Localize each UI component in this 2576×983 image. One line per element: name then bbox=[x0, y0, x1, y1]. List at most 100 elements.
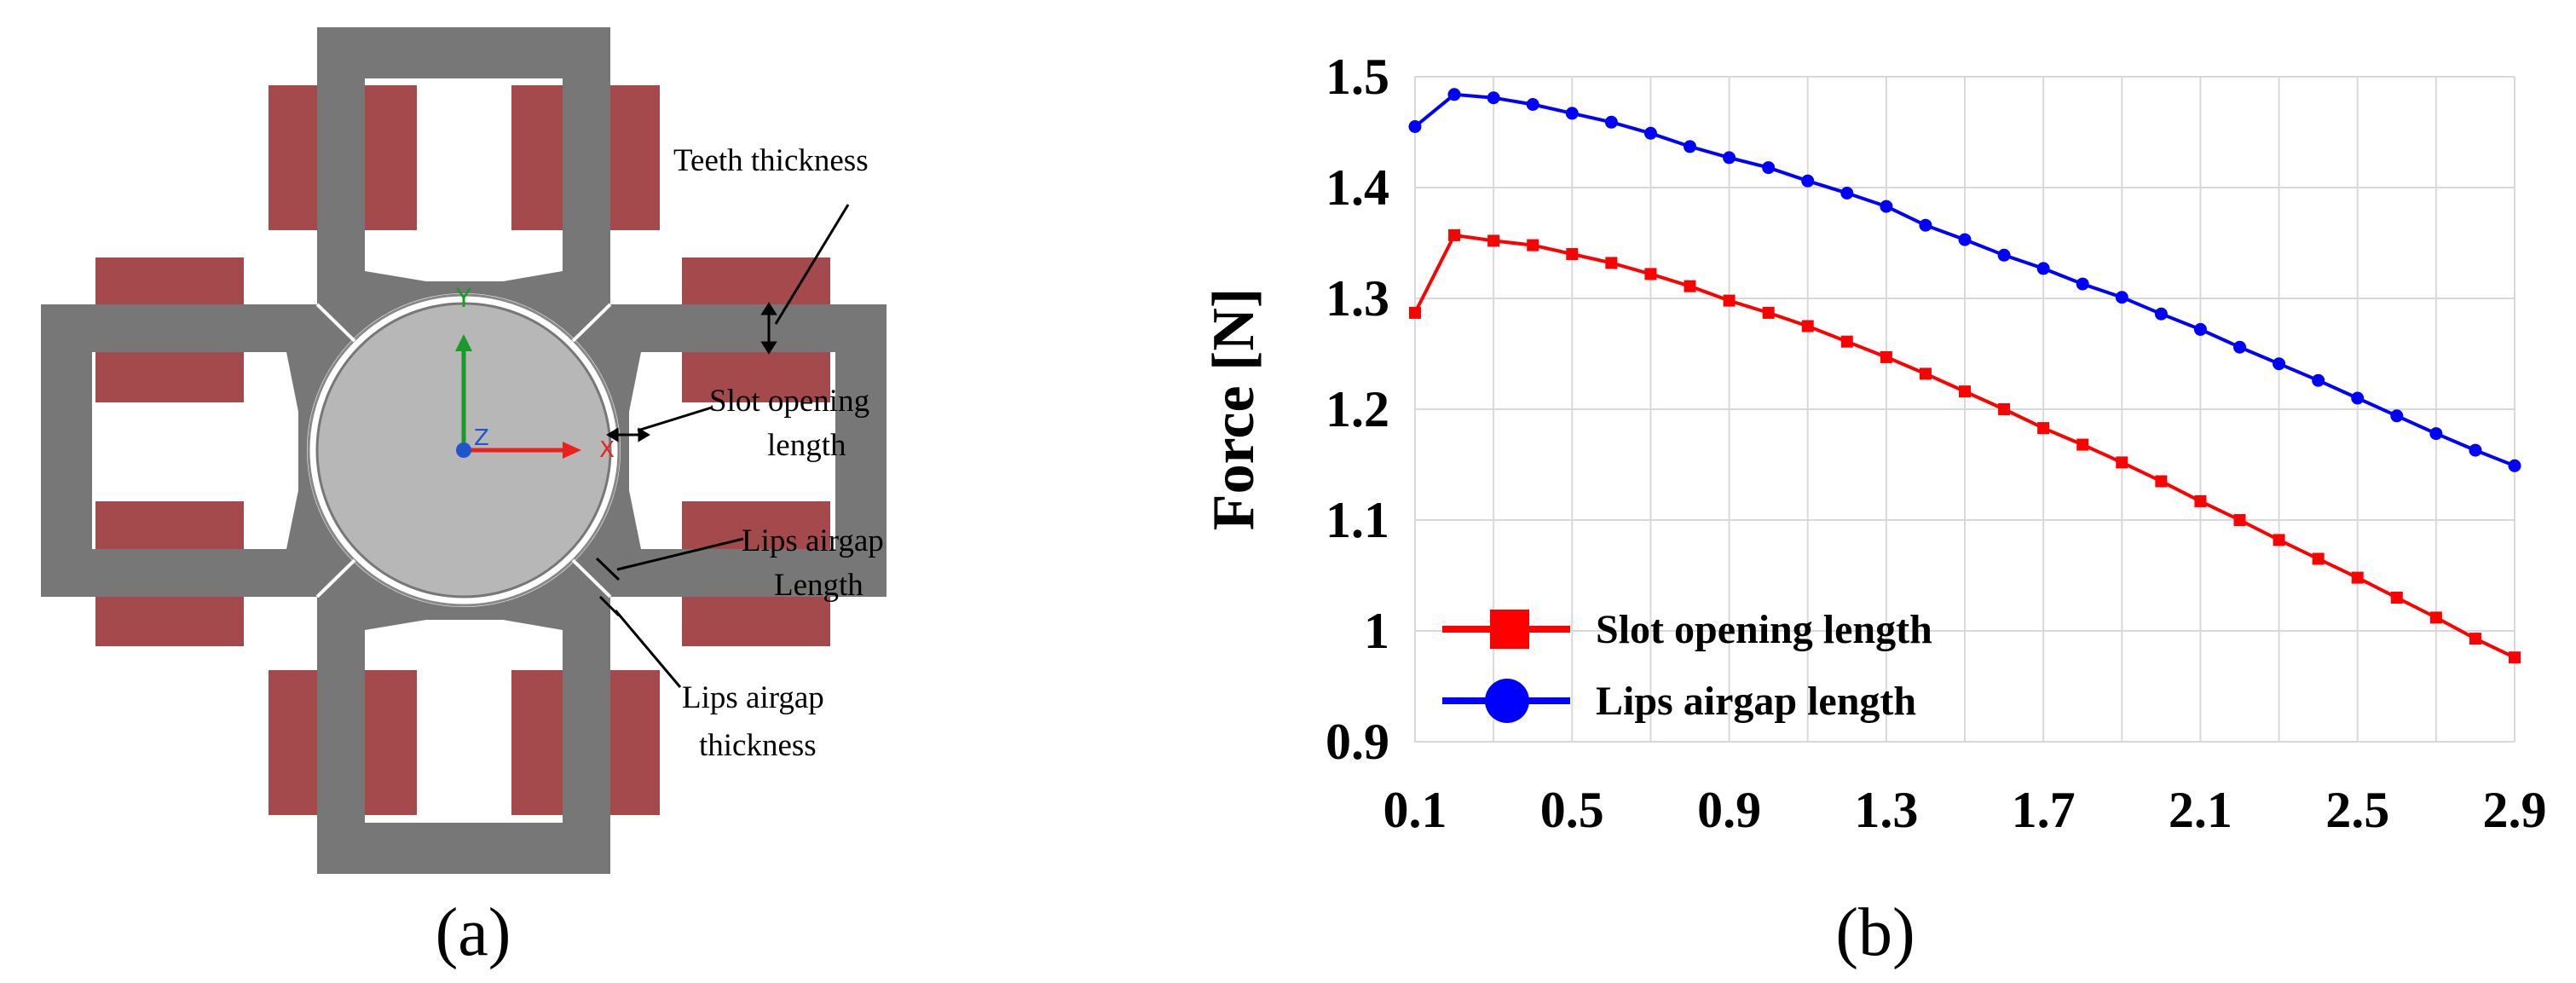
data-point bbox=[2273, 534, 2285, 546]
x-tick-label: 1.3 bbox=[1854, 782, 1918, 838]
data-point bbox=[2351, 571, 2364, 584]
data-point bbox=[2154, 307, 2168, 321]
motor-diagram: Y Z X Teeth thickness Slot opening bbox=[41, 27, 887, 970]
lips-airgap-length-label-2: Length bbox=[774, 568, 863, 603]
z-axis-label: Z bbox=[474, 425, 489, 451]
data-point bbox=[2036, 262, 2050, 275]
data-point bbox=[2155, 475, 2168, 488]
data-point bbox=[1487, 234, 1500, 247]
y-tick-label: 1.3 bbox=[1326, 270, 1389, 327]
y-tick-label: 1 bbox=[1364, 603, 1389, 659]
y-tick-label: 1.5 bbox=[1326, 49, 1389, 105]
data-point bbox=[2469, 633, 2481, 645]
slot-bottom bbox=[365, 620, 563, 645]
data-point bbox=[2076, 438, 2089, 451]
data-point bbox=[2193, 322, 2207, 336]
series bbox=[1408, 88, 2521, 664]
data-point bbox=[1526, 98, 1539, 111]
data-point bbox=[1684, 140, 1696, 153]
data-point bbox=[2508, 459, 2521, 472]
data-point bbox=[1448, 228, 1461, 241]
data-point bbox=[2390, 409, 2404, 423]
arrowhead bbox=[638, 427, 650, 442]
data-point bbox=[1408, 120, 1422, 133]
lips-airgap-length-label-1: Lips airgap bbox=[742, 523, 884, 558]
data-point bbox=[2273, 357, 2286, 371]
data-point bbox=[1958, 233, 1972, 246]
lips-lines bbox=[315, 303, 612, 598]
legend: Slot opening length Lips airgap length bbox=[1442, 607, 1932, 724]
leader-teeth bbox=[774, 204, 850, 325]
y-tick-label: 1.2 bbox=[1326, 381, 1389, 437]
arrowhead bbox=[760, 341, 777, 355]
y-tick-labels: 0.9 1 1.1 1.2 1.3 1.4 1.5 bbox=[1326, 49, 1389, 770]
teeth-thickness-label: Teeth thickness bbox=[673, 143, 869, 178]
data-point bbox=[1644, 268, 1657, 280]
x-tick-label: 2.9 bbox=[2483, 782, 2547, 838]
data-point bbox=[2429, 427, 2443, 441]
data-point bbox=[1723, 151, 1736, 165]
slot-top bbox=[365, 256, 563, 281]
x-tick-label: 0.5 bbox=[1540, 782, 1604, 838]
lip-line bbox=[571, 558, 612, 598]
lip-line bbox=[315, 303, 356, 343]
data-point bbox=[1801, 174, 1815, 188]
panel-b-label: (b) bbox=[1835, 895, 1915, 970]
data-point bbox=[2312, 373, 2325, 387]
data-point bbox=[2194, 494, 2207, 507]
lips-airgap-length-dim bbox=[595, 557, 621, 581]
data-point bbox=[2037, 422, 2050, 435]
dimension-markers bbox=[595, 204, 850, 688]
grid bbox=[1414, 76, 2515, 743]
data-point bbox=[1643, 126, 1657, 140]
data-point bbox=[1998, 403, 2011, 415]
leader-lips-length bbox=[616, 537, 744, 571]
y-tick-label: 0.9 bbox=[1326, 714, 1389, 770]
data-point bbox=[1959, 385, 1971, 398]
series-slot-opening-length bbox=[1409, 228, 2521, 664]
data-point bbox=[2233, 514, 2246, 526]
leader-slot bbox=[637, 406, 713, 432]
leader-lips-thickness bbox=[614, 610, 682, 688]
arrowhead bbox=[760, 302, 777, 315]
data-point bbox=[2116, 456, 2128, 469]
airgap-ring bbox=[307, 293, 621, 607]
data-point bbox=[1565, 107, 1579, 120]
data-point bbox=[2390, 592, 2403, 604]
y-axis-title: Force [N] bbox=[1201, 288, 1267, 530]
slot-left bbox=[271, 352, 298, 549]
series-lips-airgap-length bbox=[1408, 88, 2521, 472]
z-axis-dot bbox=[456, 442, 471, 458]
data-point bbox=[2351, 391, 2365, 405]
lips-airgap-thickness-label-1: Lips airgap bbox=[682, 680, 824, 715]
force-chart: 0.9 1 1.1 1.2 1.3 1.4 1.5 0.1 0.5 0.9 1.3 1.7 2.1 2.… bbox=[1201, 49, 2547, 970]
x-tick-label: 2.1 bbox=[2169, 782, 2232, 838]
arrowhead bbox=[606, 427, 619, 442]
data-point bbox=[1762, 306, 1775, 319]
x-axis-label: X bbox=[599, 437, 615, 463]
data-point bbox=[1801, 320, 1814, 332]
data-point bbox=[1604, 115, 1618, 129]
slot-right bbox=[629, 352, 656, 549]
y-tick-label: 1.4 bbox=[1326, 159, 1389, 216]
legend-label-slot: Slot opening length bbox=[1596, 607, 1932, 652]
slot-opening-label-1: Slot opening bbox=[709, 384, 869, 419]
x-tick-label: 2.5 bbox=[2325, 782, 2389, 838]
data-point bbox=[1409, 306, 1421, 319]
x-tick-label: 0.9 bbox=[1697, 782, 1761, 838]
y-tick-label: 1.1 bbox=[1326, 492, 1389, 548]
lip-line bbox=[315, 558, 356, 598]
data-point bbox=[1527, 239, 1539, 252]
data-point bbox=[1880, 350, 1892, 363]
data-point bbox=[2312, 552, 2325, 565]
data-point bbox=[2469, 443, 2482, 457]
stator-slots bbox=[271, 256, 656, 645]
data-point bbox=[1762, 161, 1776, 175]
data-point bbox=[1840, 187, 1854, 199]
y-axis-label: Y bbox=[455, 284, 472, 314]
data-point bbox=[1605, 257, 1618, 269]
data-point bbox=[2429, 611, 2442, 624]
legend-marker-lips bbox=[1485, 679, 1529, 723]
